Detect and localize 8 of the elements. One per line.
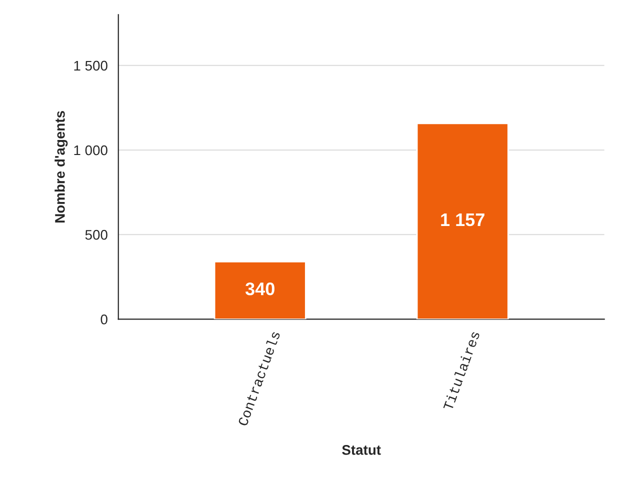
x-axis-title: Statut (342, 445, 381, 455)
y-tick-label: 1 000 (74, 145, 108, 156)
y-tick-label: 1 500 (74, 60, 108, 71)
y-tick-label: 0 (100, 314, 108, 324)
data-label: 1 157 (441, 214, 484, 226)
data-label: 340 (245, 282, 274, 296)
y-tick-label: 500 (85, 230, 108, 240)
y-axis-title: Nombre d'agents (54, 111, 68, 222)
